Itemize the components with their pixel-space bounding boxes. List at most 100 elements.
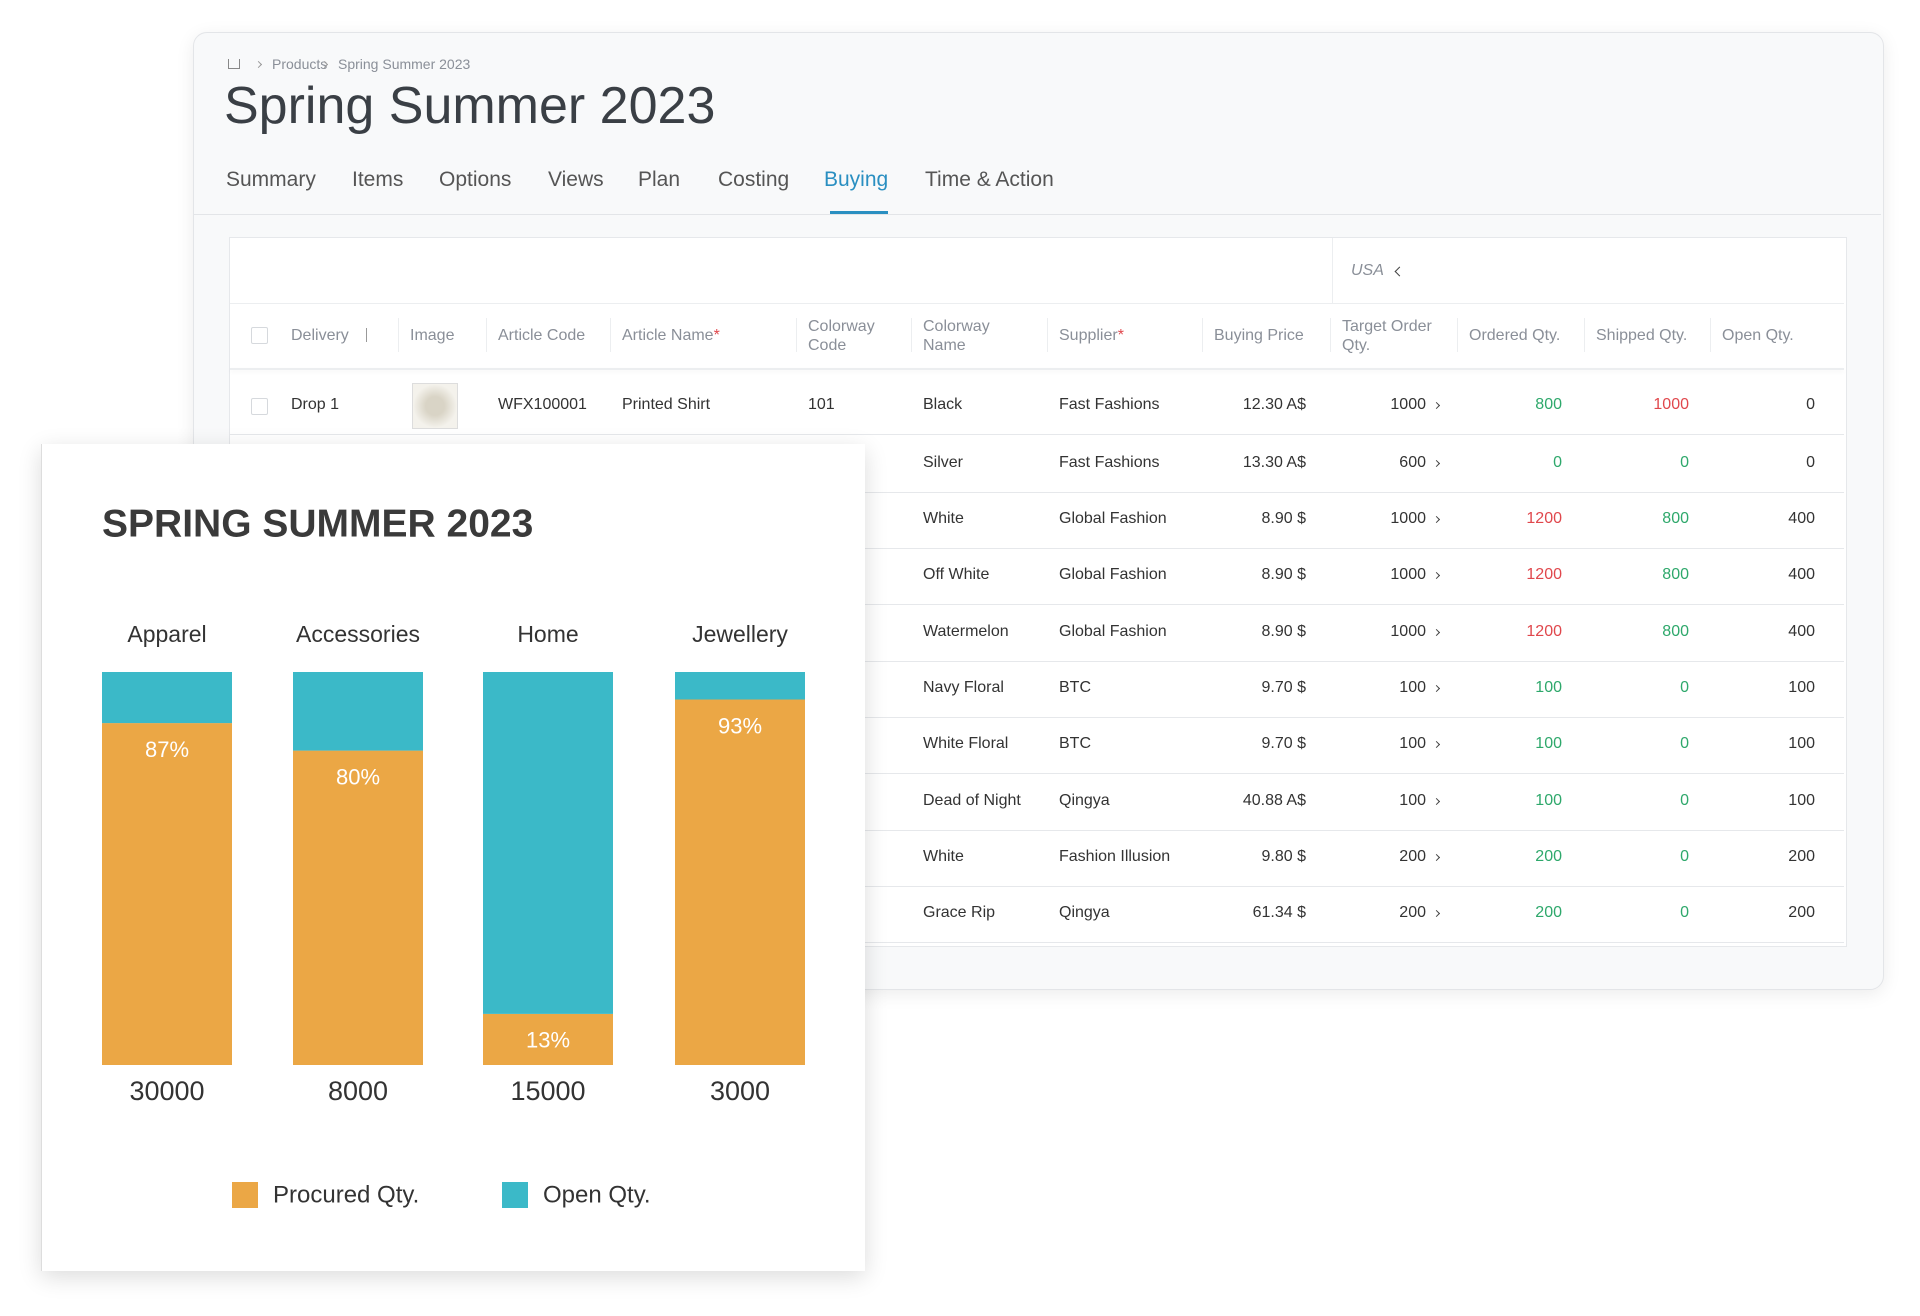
column-header[interactable]: Ordered Qty. — [1469, 326, 1560, 345]
home-icon[interactable] — [228, 59, 240, 69]
thumbnail — [412, 383, 458, 429]
row-divider — [230, 548, 1844, 549]
tab[interactable]: Buying — [824, 168, 889, 191]
table-cell: 400 — [1788, 623, 1815, 640]
region[interactable]: USA — [1351, 262, 1384, 279]
total-label: 3000 — [710, 1076, 770, 1106]
bar-segment — [483, 672, 613, 1014]
header-label: Buying Price — [1214, 327, 1304, 344]
table-cell: 1000 — [1390, 566, 1426, 583]
column-header[interactable]: Target Order Qty. — [1342, 317, 1452, 355]
table-cell: 200 — [1399, 904, 1426, 921]
column-header[interactable]: Buying Price — [1214, 326, 1304, 345]
table-cell: 0 — [1680, 679, 1689, 696]
value-label: 87% — [145, 737, 189, 762]
table-cell: 100 — [1399, 679, 1426, 696]
row-divider — [230, 661, 1844, 662]
column-header[interactable]: Article Code — [498, 326, 585, 345]
tab[interactable]: Options — [439, 168, 512, 191]
column-separator — [911, 318, 912, 352]
table-cell: Silver — [923, 454, 964, 471]
table-cell: 200 — [1788, 904, 1815, 921]
category-label: Accessories — [296, 621, 420, 647]
table-cell: Global Fashion — [1059, 623, 1167, 640]
table-cell: 13.30 A$ — [1242, 454, 1306, 471]
tab-underline — [830, 211, 888, 214]
table-cell: Global Fashion — [1059, 566, 1167, 583]
table-cell: Printed Shirt — [622, 396, 711, 413]
table-cell: 1200 — [1526, 623, 1562, 640]
table-cell: 100 — [1788, 679, 1815, 696]
breadcrumb-item[interactable]: Spring Summer 2023 — [338, 56, 471, 72]
column-separator — [1457, 318, 1458, 352]
table-cell: 40.88 A$ — [1242, 792, 1306, 809]
header-label: Delivery — [291, 327, 349, 344]
table-cell: 400 — [1788, 510, 1815, 527]
table-cell: 0 — [1680, 792, 1689, 809]
chart: SPRING SUMMER 2023 Apparel 87% 30000 Accesso… — [102, 502, 805, 1208]
table-cell: 100 — [1399, 792, 1426, 809]
header-label: Supplier — [1059, 327, 1118, 344]
bar-segment — [102, 672, 232, 724]
page-title: Spring Summer 2023 — [224, 77, 716, 135]
table-cell: 1000 — [1390, 396, 1426, 413]
row-divider — [230, 942, 1844, 943]
sort-arrow — [366, 328, 367, 342]
table-cell: 9.80 $ — [1261, 848, 1306, 865]
tab[interactable]: Summary — [226, 168, 316, 191]
bar-segment — [293, 672, 423, 751]
breadcrumb-item[interactable]: Products — [272, 56, 328, 72]
value-label: 93% — [718, 713, 762, 738]
header-label: Open Qty. — [1722, 327, 1794, 344]
column-separator — [610, 318, 611, 352]
header-label: Ordered Qty. — [1469, 327, 1561, 344]
tab[interactable]: Plan — [638, 168, 681, 191]
column-header[interactable]: Image — [410, 326, 454, 345]
toolbar-divider — [230, 303, 1844, 304]
table-cell: 1200 — [1526, 566, 1562, 583]
bar-segment — [102, 723, 232, 1065]
table-cell: WFX100001 — [498, 396, 587, 413]
chart-title: SPRING SUMMER 2023 — [102, 502, 533, 545]
row-divider — [230, 434, 1844, 435]
column-header[interactable]: Article Name* — [622, 326, 720, 345]
table-cell: Grace Rip — [923, 904, 996, 921]
checkbox[interactable] — [251, 327, 268, 344]
column-header[interactable]: Delivery — [291, 326, 349, 345]
row-divider — [230, 492, 1844, 493]
table-cell: 800 — [1662, 623, 1689, 640]
column-header[interactable]: Colorway Name — [923, 317, 1003, 355]
tab[interactable]: Views — [548, 168, 604, 191]
value-label: 13% — [526, 1028, 570, 1053]
table-cell: 61.34 $ — [1252, 904, 1306, 921]
column-header[interactable]: Colorway Code — [808, 317, 888, 355]
tab[interactable]: Time & Action — [925, 168, 1054, 191]
table-cell: 100 — [1788, 735, 1815, 752]
table-cell: 8.90 $ — [1261, 566, 1306, 583]
table-cell: BTC — [1059, 679, 1091, 696]
column-header[interactable]: Open Qty. — [1722, 326, 1794, 345]
category-label: Apparel — [127, 621, 206, 647]
column-header[interactable]: Shipped Qty. — [1596, 326, 1687, 345]
total-label: 30000 — [129, 1076, 204, 1106]
table-cell: 800 — [1535, 396, 1562, 413]
tab[interactable]: Items — [352, 168, 404, 191]
region-divider — [1332, 238, 1333, 303]
row-divider — [230, 604, 1844, 605]
column-separator — [398, 318, 399, 352]
table-cell: 200 — [1535, 904, 1562, 921]
table-cell: BTC — [1059, 735, 1091, 752]
checkbox[interactable] — [251, 398, 268, 415]
table-cell: 200 — [1788, 848, 1815, 865]
header-label: Article Name — [622, 327, 714, 344]
table-cell: Black — [923, 396, 963, 413]
tab[interactable]: Costing — [718, 168, 790, 191]
table-cell: 8.90 $ — [1261, 510, 1306, 527]
table-cell: Drop 1 — [291, 396, 340, 413]
category-label: Jewellery — [692, 621, 788, 647]
column-header[interactable]: Supplier* — [1059, 326, 1124, 345]
table-cell: 101 — [808, 396, 835, 413]
total-label: 8000 — [328, 1076, 388, 1106]
table-cell: 0 — [1806, 454, 1815, 471]
table-cell: Watermelon — [923, 623, 1009, 640]
